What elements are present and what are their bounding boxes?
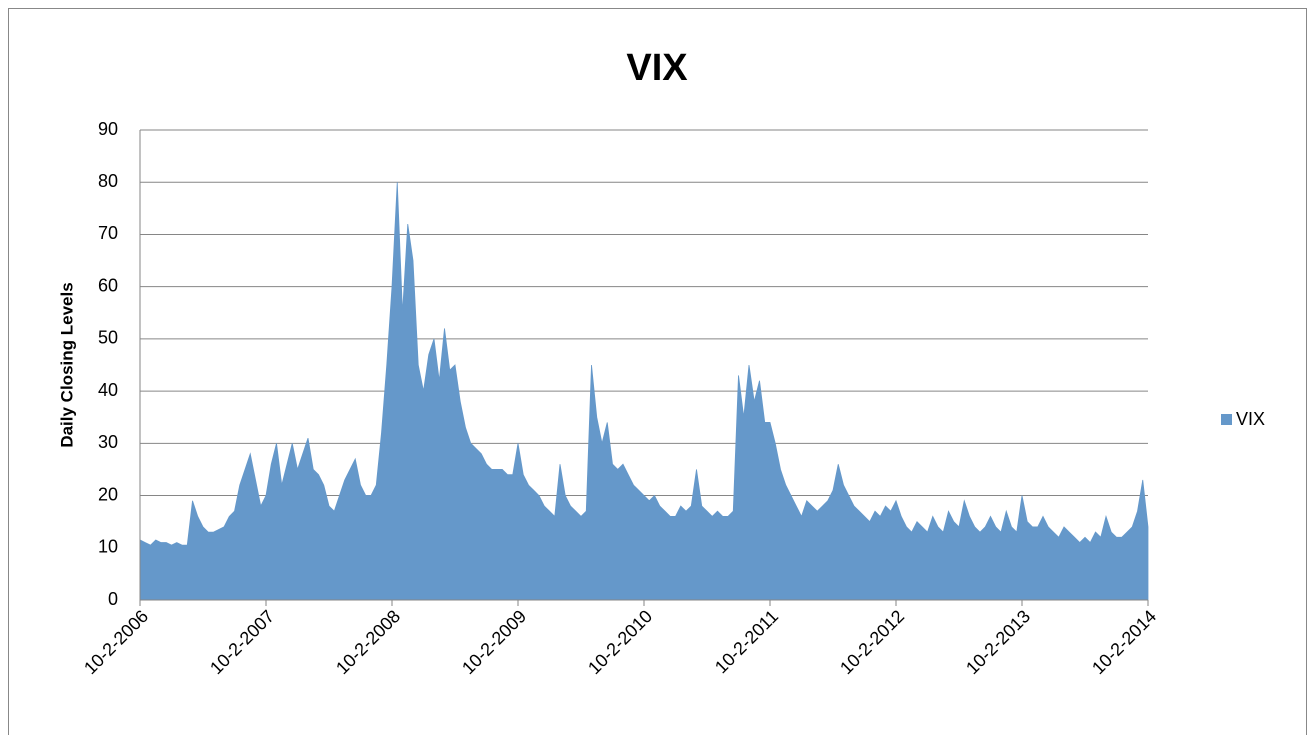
y-tick-label: 90 xyxy=(98,119,118,139)
y-tick-label: 20 xyxy=(98,484,118,504)
y-tick-label: 80 xyxy=(98,171,118,191)
legend-label: VIX xyxy=(1236,409,1265,429)
chart-frame xyxy=(8,8,1307,735)
chart-title: VIX xyxy=(626,47,688,89)
y-tick-label: 30 xyxy=(98,432,118,452)
area xyxy=(139,182,1149,601)
y-tick-label: 40 xyxy=(98,380,118,400)
y-tick-label: 70 xyxy=(98,223,118,243)
legend-swatch xyxy=(1221,414,1232,425)
y-axis-label: Daily Closing Levels xyxy=(57,282,76,447)
y-tick-label: 10 xyxy=(98,537,118,557)
y-tick-label: 50 xyxy=(98,328,118,348)
y-tick-label: 60 xyxy=(98,275,118,295)
y-tick-label: 0 xyxy=(108,589,118,609)
